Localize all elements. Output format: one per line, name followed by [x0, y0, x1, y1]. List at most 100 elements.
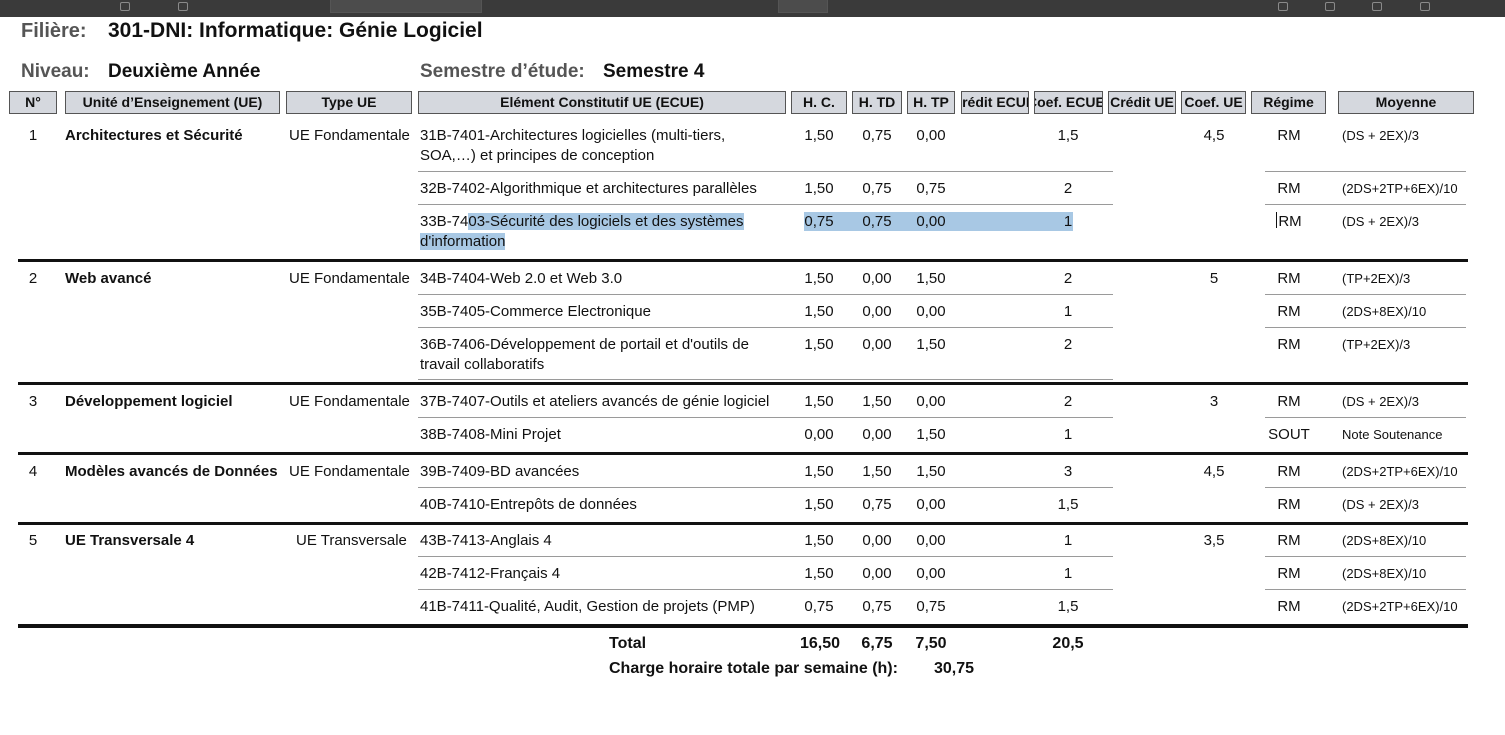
moyenne-formula: (TP+2EX)/3: [1342, 337, 1411, 352]
ecue-name[interactable]: 38B-7408-Mini Projet: [420, 426, 561, 443]
row-divider: [1265, 327, 1466, 328]
column-header-htd: H. TD: [852, 91, 902, 114]
toolbar-icon[interactable]: [1420, 2, 1430, 11]
hc-value: 1,50: [804, 180, 834, 197]
text-selection[interactable]: 03-Sécurité des logiciels et des système…: [468, 213, 744, 230]
ecue-name[interactable]: 35B-7405-Commerce Electronique: [420, 303, 651, 320]
regime: RM: [1277, 270, 1301, 287]
hc-value: 0,75: [804, 213, 834, 230]
ecue-name[interactable]: 32B-7402-Algorithmique et architectures …: [420, 180, 757, 197]
total-htp: 7,50: [915, 635, 947, 652]
moyenne-formula: Note Soutenance: [1342, 427, 1443, 442]
row-divider: [1265, 204, 1466, 205]
regime: RM: [1277, 393, 1301, 410]
toolbar-icon[interactable]: [1278, 2, 1288, 11]
column-header-hc: H. C.: [791, 91, 847, 114]
column-header-regime: Régime: [1251, 91, 1326, 114]
semestre-value: Semestre 4: [603, 61, 705, 82]
ue-number: 5: [28, 532, 38, 549]
htd-value: 1,50: [862, 463, 892, 480]
toolbar-icon[interactable]: [1325, 2, 1335, 11]
group-divider: [18, 522, 1468, 525]
row-divider: [418, 327, 1113, 328]
htd-value: 0,75: [862, 496, 892, 513]
moyenne-formula: (2DS+2TP+6EX)/10: [1342, 599, 1458, 614]
browser-tab[interactable]: [778, 0, 828, 13]
ue-number: 3: [28, 393, 38, 410]
ecue-name[interactable]: 41B-7411-Qualité, Audit, Gestion de proj…: [420, 598, 755, 615]
coef-ecue: 2: [1063, 270, 1073, 287]
htp-value: 0,00: [916, 496, 946, 513]
coef-ecue: 1: [1063, 565, 1073, 582]
hc-value: 1,50: [804, 532, 834, 549]
regime: SOUT: [1268, 426, 1310, 443]
text-selection[interactable]: d'information: [420, 233, 506, 250]
htd-value: 0,00: [862, 270, 892, 287]
ecue-name[interactable]: 37B-7407-Outils et ateliers avancés de g…: [420, 393, 770, 410]
ecue-name[interactable]: 34B-7404-Web 2.0 et Web 3.0: [420, 270, 623, 287]
browser-tab[interactable]: [330, 0, 482, 13]
semestre-label: Semestre d’étude:: [420, 61, 585, 82]
coef-ecue: 2: [1063, 336, 1073, 353]
moyenne-formula: (2DS+8EX)/10: [1342, 533, 1427, 548]
hc-value: 1,50: [804, 463, 834, 480]
row-divider: [418, 417, 1113, 418]
ecue-name[interactable]: 39B-7409-BD avancées: [420, 463, 580, 480]
column-header-type-ue: Type UE: [286, 91, 412, 114]
moyenne-formula: (2DS+8EX)/10: [1342, 566, 1427, 581]
coef-ecue: 1: [1063, 213, 1073, 230]
coef-ecue: 1,5: [1057, 598, 1079, 615]
column-header-num: N°: [9, 91, 57, 114]
coef-ecue: 2: [1063, 180, 1073, 197]
ecue-name[interactable]: 31B-7401-Architectures logicielles (mult…: [420, 127, 726, 164]
coef-ue: 3,5: [1203, 532, 1225, 549]
htd-value: 0,00: [862, 303, 892, 320]
htp-value: 0,00: [916, 127, 946, 144]
row-divider: [418, 171, 1113, 172]
row-divider: [418, 556, 1113, 557]
row-divider: [1265, 171, 1466, 172]
row-divider: [418, 487, 1113, 488]
group-divider: [18, 624, 1468, 628]
coef-ecue: 1: [1063, 532, 1073, 549]
row-divider: [418, 589, 1113, 590]
ecue-name[interactable]: 43B-7413-Anglais 4: [420, 532, 552, 549]
coef-ecue: 3: [1063, 463, 1073, 480]
ecue-name[interactable]: 42B-7412-Français 4: [420, 565, 561, 582]
htp-value: 0,00: [916, 393, 946, 410]
group-divider: [18, 452, 1468, 455]
ecue-name[interactable]: 40B-7410-Entrepôts de données: [420, 496, 637, 513]
ue-type: UE Fondamentale: [289, 127, 410, 144]
total-coef: 20,5: [1052, 635, 1084, 652]
hc-value: 1,50: [804, 303, 834, 320]
ue-name: Architectures et Sécurité: [65, 127, 243, 144]
toolbar-icon[interactable]: [178, 2, 188, 11]
ue-number: 4: [28, 463, 38, 480]
regime: RM: [1277, 180, 1301, 197]
ue-number: 1: [28, 127, 38, 144]
selection-highlight: [804, 212, 1073, 231]
niveau-label: Niveau:: [21, 61, 90, 82]
hc-value: 1,50: [804, 565, 834, 582]
toolbar-icon[interactable]: [120, 2, 130, 11]
regime: RM: [1277, 496, 1301, 513]
column-header-credit-ue: Crédit UE: [1108, 91, 1176, 114]
ue-type: UE Transversale: [296, 532, 407, 549]
hc-value: 1,50: [804, 496, 834, 513]
coef-ecue: 1: [1063, 303, 1073, 320]
moyenne-formula: (DS + 2EX)/3: [1342, 128, 1419, 143]
coef-ecue: 1,5: [1057, 496, 1079, 513]
coef-ue: 4,5: [1203, 127, 1225, 144]
regime: RM: [1277, 303, 1301, 320]
ecue-name[interactable]: 36B-7406-Développement de portail et d'o…: [420, 336, 749, 373]
htd-value: 0,75: [862, 213, 892, 230]
column-header-ecue: Elément Constitutif UE (ECUE): [418, 91, 786, 114]
coef-ecue: 1,5: [1057, 127, 1079, 144]
toolbar-icon[interactable]: [1372, 2, 1382, 11]
ecue-name-selected[interactable]: 33B-7403-Sécurité des logiciels et des s…: [420, 213, 744, 250]
coef-ecue: 2: [1063, 393, 1073, 410]
coef-ecue: 1: [1063, 426, 1073, 443]
hc-value: 1,50: [804, 127, 834, 144]
niveau-value: Deuxième Année: [108, 61, 261, 82]
hc-value: 1,50: [804, 336, 834, 353]
